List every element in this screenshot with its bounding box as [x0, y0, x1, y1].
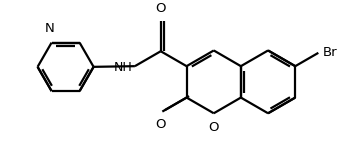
- Text: O: O: [156, 2, 166, 15]
- Text: N: N: [45, 22, 55, 35]
- Text: O: O: [209, 121, 219, 134]
- Text: NH: NH: [113, 61, 132, 74]
- Text: O: O: [155, 118, 166, 131]
- Text: Br: Br: [323, 46, 337, 59]
